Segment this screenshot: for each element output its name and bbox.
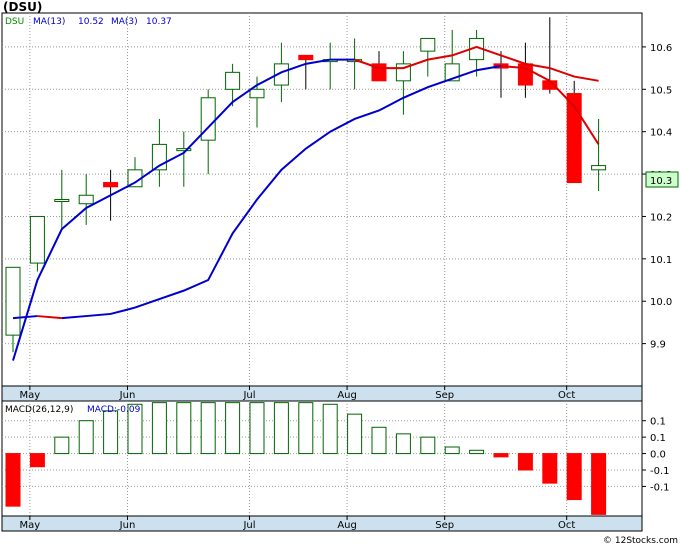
legend-ma3-value: 10.37	[146, 17, 172, 27]
macd-legend: MACD(26,12,9) MACD:-0.09	[5, 405, 141, 415]
macd-bar	[444, 446, 460, 455]
macd-y-tick-label: 0.1	[650, 433, 666, 444]
macd-bar	[103, 410, 119, 455]
watermark: © 12Stocks.com	[603, 536, 678, 546]
candle-body	[78, 194, 94, 205]
last-price-tag	[645, 171, 679, 188]
candle-body	[225, 71, 241, 90]
candle-body	[103, 182, 119, 188]
macd-y-axis: 0.1 0.1 0.0 -0.1 -0.1	[642, 417, 670, 493]
macd-bar	[54, 436, 70, 455]
macd-bar	[566, 453, 582, 501]
last-price-value: 10.3	[650, 176, 672, 187]
macd-y-tick-label: -0.1	[650, 482, 670, 493]
macd-bar	[225, 402, 241, 455]
macd-x-axis-band	[1, 515, 643, 532]
x-tick-label: Jun	[119, 390, 136, 401]
macd-bar	[127, 403, 143, 455]
candle-body	[298, 54, 314, 61]
candle-body	[420, 37, 436, 52]
macd-bar	[273, 402, 289, 455]
macd-bar	[298, 402, 314, 455]
price-y-tick-label: 10.1	[650, 255, 672, 266]
candle-body	[54, 199, 70, 202]
macd-bar	[176, 402, 192, 455]
legend-ma13-value: 10.52	[78, 17, 104, 27]
price-panel	[1, 12, 643, 387]
price-y-tick-label: 10.6	[650, 43, 672, 54]
macd-bar	[542, 453, 558, 484]
macd-bar	[517, 453, 533, 471]
ma3-line-down	[500, 64, 600, 145]
x-tick-label: Jul	[242, 390, 255, 401]
macd-bar	[469, 449, 485, 455]
macd-bar	[151, 402, 167, 455]
macd-bar	[322, 403, 338, 455]
price-y-tick-label: 10.5	[650, 85, 672, 96]
x-tick-label: May	[20, 520, 41, 531]
ma3-line-up	[12, 315, 38, 320]
macd-bar	[395, 433, 411, 455]
legend-ma3-label: MA(3)	[111, 17, 138, 27]
price-y-tick-label: 10.4	[650, 128, 672, 139]
ma3-line-down	[37, 315, 62, 320]
macd-y-tick-label: 0.1	[650, 417, 666, 428]
x-tick-label: Aug	[337, 520, 357, 531]
macd-y-tick-label: -0.1	[650, 466, 670, 477]
macd-y-tick-label: 0.0	[650, 450, 666, 461]
candle-body	[176, 148, 192, 152]
ma3-line-up	[61, 64, 502, 320]
price-y-tick-label: 10.0	[650, 297, 672, 308]
candle-body	[273, 63, 289, 86]
candle-body	[29, 215, 45, 264]
legend-symbol: DSU	[5, 17, 24, 27]
macd-bar	[200, 402, 216, 455]
price-y-tick-label: 9.9	[650, 340, 666, 351]
macd-bar	[78, 420, 94, 455]
price-legend: DSU MA(13) 10.52 MA(3) 10.37	[5, 17, 172, 27]
chart-title: (DSU)	[3, 0, 42, 14]
price-x-axis: May Jun Jul Aug Sep Oct	[20, 386, 575, 401]
ma13-line-up	[12, 58, 355, 361]
legend-ma13-label: MA(13)	[33, 17, 65, 27]
macd-x-axis: May Jun Jul Aug Sep Oct	[20, 516, 575, 531]
candle-body	[591, 165, 607, 171]
macd-grid	[2, 401, 642, 516]
candle-body	[5, 266, 21, 336]
candles	[5, 17, 607, 353]
macd-bars	[5, 402, 607, 515]
macd-bar	[371, 426, 387, 455]
macd-bar	[5, 453, 21, 507]
x-tick-label: Sep	[435, 520, 454, 531]
legend-macd-label: MACD(26,12,9)	[5, 405, 73, 415]
macd-bar	[29, 453, 45, 468]
price-grid	[2, 13, 642, 386]
moving-averages	[12, 45, 600, 361]
macd-bar	[420, 436, 436, 455]
price-y-tick-label: 10.2	[650, 212, 672, 223]
x-tick-label: May	[20, 390, 41, 401]
ma13-line-down	[354, 45, 599, 82]
macd-bar	[493, 453, 509, 458]
x-tick-label: Oct	[558, 390, 575, 401]
price-x-axis-band	[1, 385, 643, 402]
candle-body	[566, 93, 582, 184]
candle-body	[249, 88, 265, 99]
macd-bar	[591, 453, 607, 515]
x-tick-label: Jun	[119, 520, 136, 531]
x-tick-label: Sep	[435, 390, 454, 401]
x-tick-label: Aug	[337, 390, 357, 401]
macd-bar	[347, 413, 363, 455]
x-tick-label: Jul	[242, 520, 255, 531]
legend-macd-value: MACD:-0.09	[87, 405, 141, 415]
x-tick-label: Oct	[558, 520, 575, 531]
macd-bar	[249, 402, 265, 455]
